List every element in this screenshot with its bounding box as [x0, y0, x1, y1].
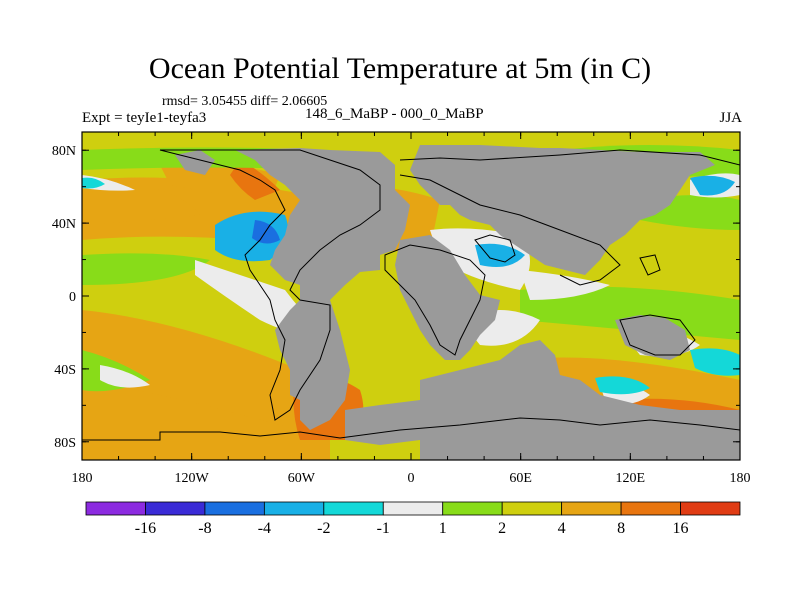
colorbar: [85, 501, 741, 516]
land-australia: [615, 315, 690, 360]
land-africa: [395, 235, 500, 360]
y-tick-label: 40N: [52, 217, 76, 232]
land-americas: [235, 148, 410, 430]
colorbar-swatch: [501, 501, 563, 516]
x-tick-label: 120W: [175, 471, 210, 486]
axis-ticks: [81, 132, 741, 460]
colorbar-swatch: [263, 501, 325, 516]
colorbar-swatch: [323, 501, 384, 516]
colorbar-swatch: [204, 501, 265, 516]
land-antarctica: [420, 340, 740, 460]
neutral-patch: [100, 365, 150, 388]
neutral-patch: [520, 270, 610, 300]
y-tick-label: 80S: [54, 436, 76, 451]
colorbar-label: 1: [439, 520, 447, 537]
x-tick-label: 120E: [616, 471, 646, 486]
colorbar-label: -1: [377, 520, 390, 537]
colorbar-swatch: [561, 501, 622, 516]
x-tick-label: 60W: [288, 471, 316, 486]
x-tick-label: 180: [730, 471, 751, 486]
land-antarctica-west: [345, 400, 420, 445]
colorbar-label: 4: [558, 520, 566, 537]
colorbar-swatch: [680, 501, 741, 516]
cool-patch: [82, 177, 105, 189]
warm-band: [82, 188, 200, 225]
colorbar-swatch: [620, 501, 681, 516]
x-tick-label: 60E: [509, 471, 532, 486]
x-axis-labels: 180 120W 60W 0 60E 120E 180: [72, 471, 751, 486]
hot-spot: [230, 160, 280, 200]
cool-patch: [215, 211, 288, 262]
period-label: 148_6_MaBP - 000_0_MaBP: [305, 106, 484, 122]
cool-patch: [475, 243, 525, 268]
colorbar-label: -8: [198, 520, 211, 537]
colorbar-label: 8: [617, 520, 625, 537]
map-field: [82, 132, 740, 460]
colorbar-labels: -16 -8 -4 -2 -1 1 2 4 8 16: [135, 520, 689, 537]
cool-patch: [690, 175, 735, 196]
colorbar-swatch: [442, 501, 503, 516]
cool-patch: [595, 376, 650, 395]
colorbar-swatch: [85, 501, 146, 516]
experiment-label: Expt = teyIe1-teyfa3: [82, 110, 207, 126]
colorbar-label: -16: [135, 520, 156, 537]
x-tick-label: 0: [408, 471, 415, 486]
green-patch: [82, 253, 210, 285]
colorbar-label: 16: [673, 520, 689, 537]
rmsd-diff-stats: rmsd= 3.05455 diff= 2.06605: [162, 94, 328, 109]
coastline-outlines: [82, 149, 740, 441]
colorbar-label: 2: [498, 520, 506, 537]
colorbar-swatch: [382, 501, 444, 516]
y-tick-label: 0: [69, 290, 76, 305]
x-tick-label: 180: [72, 471, 93, 486]
colorbar-label: -2: [317, 520, 330, 537]
y-tick-label: 80N: [52, 144, 76, 159]
y-axis-labels: 80N 40N 0 40S 80S: [52, 144, 76, 451]
chart-title: Ocean Potential Temperature at 5m (in C): [148, 52, 652, 85]
y-tick-label: 40S: [54, 363, 76, 378]
colorbar-label: -4: [258, 520, 271, 537]
land-eurasia: [410, 145, 715, 275]
cool-patch: [690, 348, 740, 376]
colorbar-swatch: [145, 501, 206, 516]
season-label: JJA: [719, 110, 742, 126]
